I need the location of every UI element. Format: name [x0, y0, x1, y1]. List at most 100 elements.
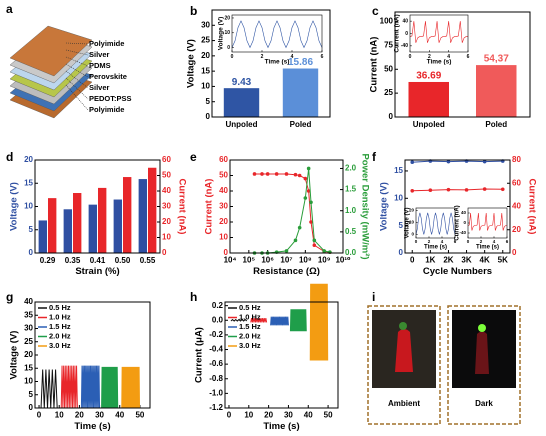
x-tick-label: 6 — [467, 54, 470, 60]
y2-tick-label: 0.0 — [345, 248, 357, 257]
x-tick-label: 1K — [425, 255, 435, 264]
y-tick-label: 50 — [219, 171, 228, 180]
y2-tick-label: 60 — [512, 178, 521, 187]
x-tick-label: 50 — [324, 410, 333, 419]
marker — [284, 249, 289, 253]
layer-label: Silver — [89, 83, 110, 92]
legend-label: 3.0 Hz — [239, 341, 261, 350]
bar — [476, 65, 517, 117]
plot-frame — [224, 301, 339, 409]
x-axis-label: Cycle Numbers — [423, 266, 492, 277]
y-axis-label: Voltage (V) — [218, 17, 225, 50]
photo-label: Dark — [475, 399, 493, 408]
x-tick-label: 10⁴ — [224, 255, 237, 264]
layer-label: Polyimide — [89, 105, 124, 114]
layer — [9, 25, 93, 77]
y-axis-label: Current (nA) — [394, 14, 401, 52]
x-tick-label: 2K — [443, 255, 453, 264]
bar — [73, 193, 82, 253]
leader-line — [65, 70, 89, 89]
y-tick-label: 0 — [206, 112, 211, 121]
y-axis-label: Voltage (V) — [9, 182, 20, 231]
y-tick-label: 0.2 — [212, 301, 224, 310]
y2-tick-label: 10 — [162, 233, 171, 242]
y-tick-label: 0 — [29, 248, 34, 257]
y-tick-label: 25 — [201, 36, 210, 45]
y-tick-label: 75 — [384, 41, 393, 50]
x-tick-label: 2 — [428, 54, 431, 60]
x-tick-label: 6 — [454, 239, 457, 244]
y-tick-label: 25 — [24, 337, 33, 346]
y-tick-label: 30 — [24, 324, 33, 333]
y-tick-label: 40 — [24, 297, 33, 306]
legend-label: 1.5 Hz — [239, 322, 261, 331]
bar — [148, 167, 157, 253]
plot-frame — [415, 207, 456, 239]
y-axis-label: Current (nA) — [369, 37, 380, 93]
x-tick-label: 20 — [75, 410, 84, 419]
x-tick-label: 4 — [441, 239, 444, 244]
x-tick-label: 10⁸ — [299, 255, 312, 264]
marker — [284, 172, 289, 176]
marker — [410, 160, 415, 164]
x-tick-label: 10⁹ — [318, 255, 331, 264]
legend-label: 3.0 Hz — [49, 341, 71, 350]
x-tick-label: 4K — [480, 255, 490, 264]
x-tick-label: 2 — [428, 239, 431, 244]
plot-frame — [34, 159, 161, 254]
panel-letter: i — [372, 290, 375, 304]
plot-frame — [229, 159, 344, 254]
legend-label: 1.0 Hz — [239, 312, 261, 321]
series-line — [230, 318, 248, 322]
x-tick-label: 40 — [115, 410, 124, 419]
marker — [297, 173, 302, 178]
x-tick-label: 10⁷ — [280, 255, 292, 264]
y-tick-label: 0 — [227, 45, 230, 51]
panel-letter: e — [190, 150, 197, 164]
legend-label: 0.5 Hz — [49, 303, 71, 312]
x-tick-label: 4 — [447, 54, 450, 60]
y-tick-label: 15 — [24, 363, 33, 372]
marker — [306, 166, 311, 171]
marker — [293, 172, 298, 177]
marker — [306, 189, 311, 193]
y-tick-label: -0.8 — [209, 374, 223, 383]
x-axis-label: Time (s) — [265, 59, 290, 66]
y2-tick-label: 2.0 — [345, 164, 357, 173]
x-axis-label: Time (s) — [263, 421, 299, 432]
y-tick-label: 0 — [405, 31, 408, 37]
y-axis-label: Current (nA) — [204, 179, 215, 235]
series-line — [101, 366, 119, 409]
y-tick-label: 50 — [384, 64, 393, 73]
y2-axis-label: Power Density (mW/m²) — [359, 153, 370, 259]
y-tick-label: 10 — [24, 202, 33, 211]
marker — [322, 249, 326, 253]
marker — [252, 172, 257, 176]
value-label: 36.69 — [416, 71, 441, 82]
x-tick-label: 30 — [284, 410, 293, 419]
y-tick-label: 0 — [29, 403, 34, 412]
y-tick-label: 15 — [24, 178, 33, 187]
y-tick-label: 20 — [219, 217, 228, 226]
marker — [446, 187, 451, 192]
bar — [88, 204, 97, 253]
y-tick-label: 100 — [380, 17, 394, 26]
y-tick-label: 35 — [24, 310, 33, 319]
marker — [293, 238, 298, 243]
plot-frame — [404, 159, 511, 254]
y-axis-label: Voltage (V) — [405, 208, 411, 239]
value-label: 9.43 — [232, 77, 252, 88]
y2-tick-label: 50 — [162, 171, 171, 180]
panel-letter: a — [6, 2, 13, 16]
series-line — [80, 365, 101, 409]
plot-area — [468, 208, 507, 238]
y-tick-label: 5 — [29, 225, 34, 234]
y-tick-label: -0.2 — [209, 330, 223, 339]
marker — [500, 187, 505, 192]
y-tick-label: 5 — [29, 390, 34, 399]
panel-letter: b — [190, 4, 197, 18]
leader-line — [65, 49, 89, 56]
y-tick-label: 10 — [24, 377, 33, 386]
x-tick-label: 10⁵ — [243, 255, 256, 264]
layer-label: Polyimide — [89, 39, 124, 48]
